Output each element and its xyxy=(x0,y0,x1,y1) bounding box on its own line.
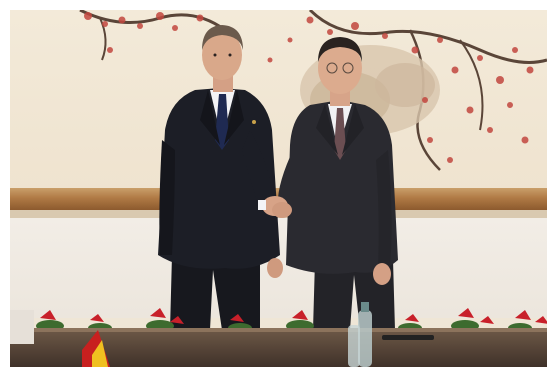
table-objects xyxy=(10,302,434,367)
man-right xyxy=(278,37,398,330)
handshake xyxy=(258,196,292,218)
photograph xyxy=(10,10,547,367)
man-left xyxy=(158,25,283,330)
